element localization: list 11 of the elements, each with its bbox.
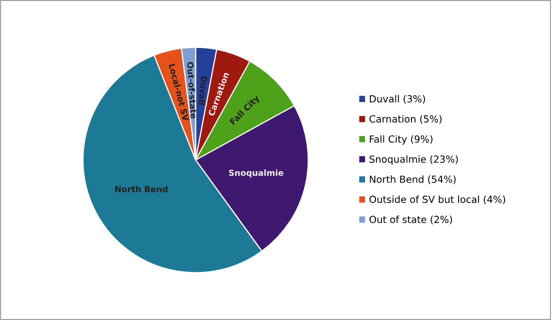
legend-label: Duvall (3%) [370, 94, 425, 104]
legend-label: Out of state (2%) [370, 216, 452, 224]
text: Snoqualmie [229, 169, 284, 178]
legend-label: Carnation (5%) [370, 115, 442, 124]
text: Duvall [198, 76, 208, 105]
text: Out-of-state [187, 62, 196, 119]
text: North Bend [115, 186, 168, 192]
legend-label: Outside of SV but local (4%) [370, 196, 506, 204]
legend-label: Snoqualmie (23%) [370, 155, 458, 165]
legend-label: North Bend (54%) [370, 175, 456, 184]
legend-label: Fall City (9%) [370, 135, 432, 145]
